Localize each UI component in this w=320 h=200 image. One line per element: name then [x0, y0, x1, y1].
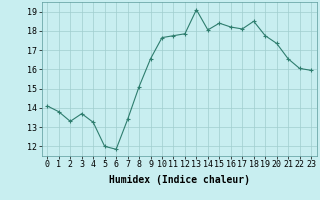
X-axis label: Humidex (Indice chaleur): Humidex (Indice chaleur): [109, 175, 250, 185]
